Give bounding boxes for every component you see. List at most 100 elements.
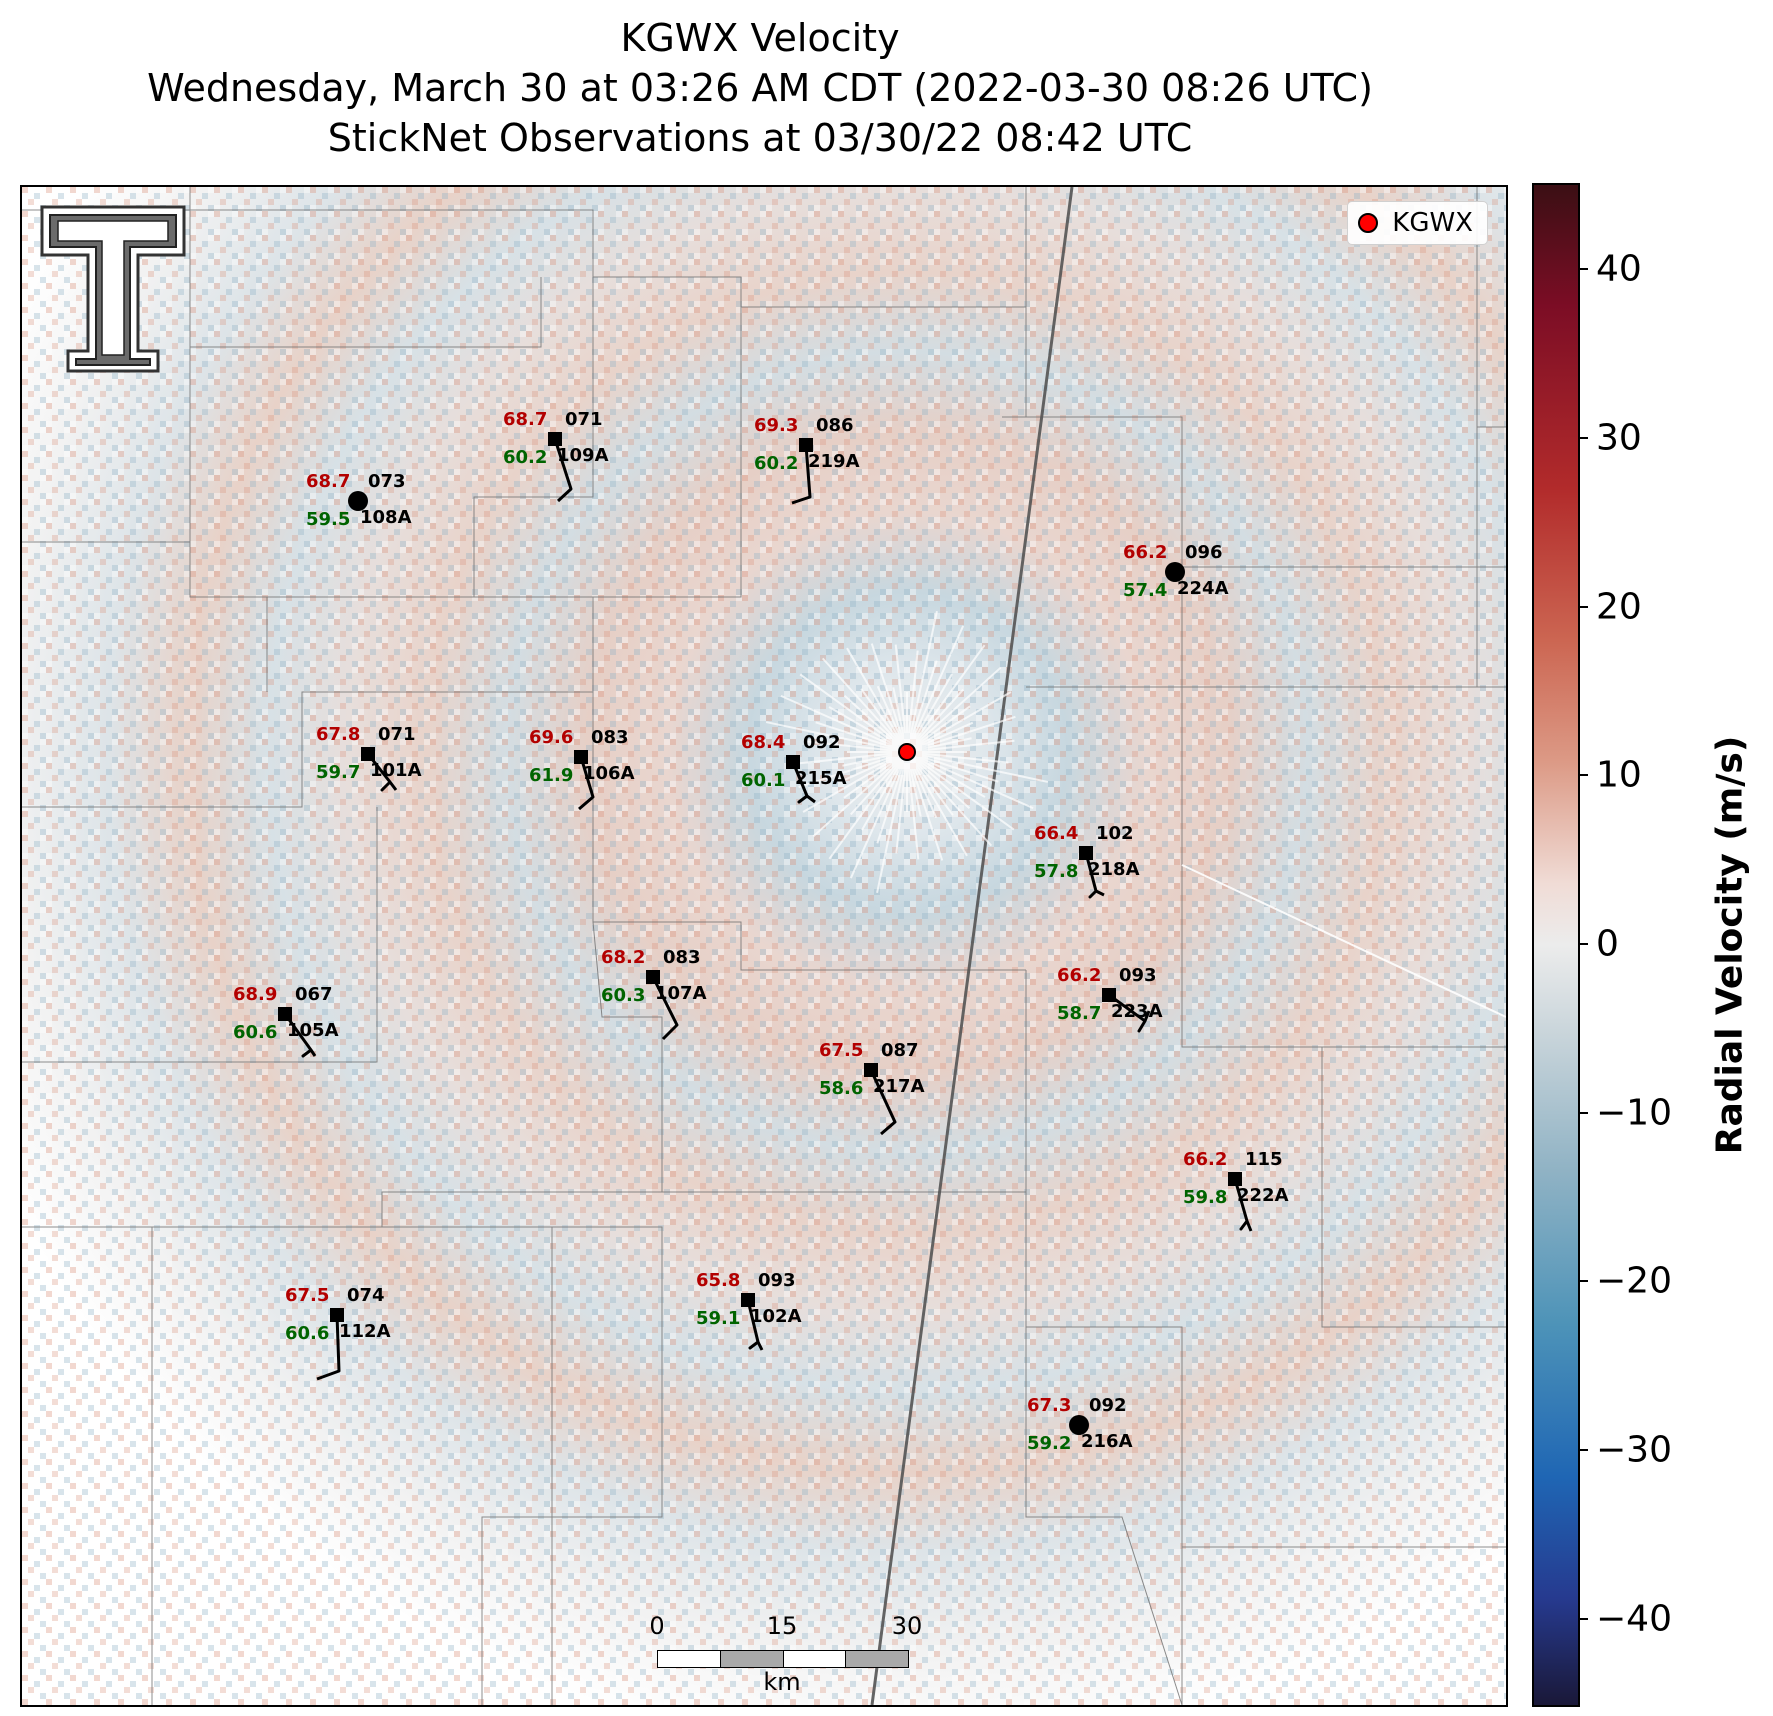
station-102a[interactable]: 65.8 093 59.1 102A xyxy=(696,1270,802,1351)
station-marker xyxy=(1228,1172,1242,1186)
station-id: 215A xyxy=(795,768,847,789)
station-219a[interactable]: 69.3 086 60.2 219A xyxy=(754,415,860,505)
wind-barb xyxy=(283,1013,317,1058)
station-id: 216A xyxy=(1081,1431,1133,1452)
station-wind-direction: 083 xyxy=(663,947,701,968)
colorbar-tick-mark xyxy=(1578,268,1588,271)
station-marker xyxy=(330,1308,344,1322)
station-wind-direction: 093 xyxy=(1119,965,1157,986)
station-temperature: 66.2 xyxy=(1057,965,1101,986)
station-dewpoint: 60.6 xyxy=(233,1022,277,1043)
velocity-colorbar xyxy=(1532,183,1580,1707)
station-temperature: 69.3 xyxy=(754,415,798,436)
radar-site-marker[interactable] xyxy=(898,743,916,761)
title-line-2: Wednesday, March 30 at 03:26 AM CDT (202… xyxy=(147,66,1373,110)
station-dewpoint: 59.7 xyxy=(316,762,360,783)
wind-barb xyxy=(746,1299,764,1351)
station-id: 106A xyxy=(583,763,635,784)
station-215a[interactable]: 68.4 092 60.1 215A xyxy=(741,732,847,804)
radar-map[interactable]: 68.7 073 59.5 108A 68.7 071 60.2 109A 69.3 086 60.… xyxy=(20,185,1508,1707)
wind-barb xyxy=(651,976,679,1041)
station-wind-direction: 092 xyxy=(803,732,841,753)
station-101a[interactable]: 67.8 071 59.7 101A xyxy=(316,724,422,792)
station-dewpoint: 60.2 xyxy=(503,447,547,468)
colorbar-tick-label: 30 xyxy=(1596,417,1642,459)
title-line-3: StickNet Observations at 03/30/22 08:42 … xyxy=(327,116,1193,160)
station-temperature: 67.3 xyxy=(1027,1395,1071,1416)
station-216a[interactable]: 67.3 092 59.2 216A xyxy=(1027,1395,1133,1454)
station-id: 222A xyxy=(1237,1185,1289,1206)
station-wind-direction: 093 xyxy=(758,1270,796,1291)
station-108a[interactable]: 68.7 073 59.5 108A xyxy=(306,471,412,530)
station-id: 109A xyxy=(557,445,609,466)
colorbar-tick-label: 10 xyxy=(1596,754,1642,796)
station-dewpoint: 59.2 xyxy=(1027,1433,1071,1454)
station-106a[interactable]: 69.6 083 61.9 106A xyxy=(529,727,635,811)
station-temperature: 66.4 xyxy=(1034,823,1078,844)
station-wind-direction: 087 xyxy=(881,1040,919,1061)
scale-bar: 0 15 30 km xyxy=(622,1612,922,1696)
station-wind-direction: 092 xyxy=(1089,1395,1127,1416)
colorbar-tick-mark xyxy=(1578,1280,1588,1283)
station-dewpoint: 60.1 xyxy=(741,770,785,791)
scale-tick-0: 0 xyxy=(649,1612,665,1640)
station-marker xyxy=(864,1063,878,1077)
station-wind-direction: 074 xyxy=(347,1285,385,1306)
station-dewpoint: 60.2 xyxy=(754,453,798,474)
station-223a[interactable]: 66.2 093 58.7 223A xyxy=(1057,965,1163,1033)
station-marker xyxy=(1102,988,1116,1002)
wind-barb xyxy=(366,753,398,792)
station-dewpoint: 57.4 xyxy=(1123,580,1167,601)
station-wind-direction: 073 xyxy=(368,471,406,492)
station-wind-direction: 096 xyxy=(1185,542,1223,563)
wind-barb xyxy=(869,1069,897,1136)
station-marker xyxy=(361,747,375,761)
station-112a[interactable]: 67.5 074 60.6 112A xyxy=(285,1285,391,1381)
wind-barb xyxy=(1084,852,1105,899)
station-marker-calm xyxy=(1165,562,1185,582)
station-temperature: 66.2 xyxy=(1123,542,1167,563)
station-marker xyxy=(786,755,800,769)
wind-barb xyxy=(316,1314,341,1381)
station-id: 112A xyxy=(339,1321,391,1342)
station-wind-direction: 086 xyxy=(816,415,854,436)
colorbar-title: Radial Velocity (m/s) xyxy=(1709,735,1751,1155)
station-temperature: 68.9 xyxy=(233,984,277,1005)
station-222a[interactable]: 66.2 115 59.8 222A xyxy=(1183,1149,1289,1232)
station-marker xyxy=(741,1293,755,1307)
station-temperature: 67.5 xyxy=(819,1040,863,1061)
colorbar-tick-label: −40 xyxy=(1596,1598,1672,1640)
station-218a[interactable]: 66.4 102 57.8 218A xyxy=(1034,823,1140,899)
station-224a[interactable]: 66.2 096 57.4 224A xyxy=(1123,542,1229,601)
station-105a[interactable]: 68.9 067 60.6 105A xyxy=(233,984,339,1058)
radar-center-clutter xyxy=(765,610,1049,894)
station-temperature: 68.7 xyxy=(503,409,547,430)
colorbar-tick-label: −30 xyxy=(1596,1429,1672,1471)
colorbar-tick-mark xyxy=(1578,774,1588,777)
station-109a[interactable]: 68.7 071 60.2 109A xyxy=(503,409,609,503)
texas-tech-logo xyxy=(40,205,186,375)
station-temperature: 69.6 xyxy=(529,727,573,748)
station-marker-calm xyxy=(1069,1415,1089,1435)
station-107a[interactable]: 68.2 083 60.3 107A xyxy=(601,947,707,1041)
station-217a[interactable]: 67.5 087 58.6 217A xyxy=(819,1040,925,1136)
station-dewpoint: 57.8 xyxy=(1034,861,1078,882)
station-id: 101A xyxy=(370,760,422,781)
station-marker xyxy=(278,1007,292,1021)
station-wind-direction: 071 xyxy=(565,409,603,430)
station-temperature: 68.7 xyxy=(306,471,350,492)
station-wind-direction: 102 xyxy=(1096,823,1134,844)
station-wind-direction: 071 xyxy=(378,724,416,745)
wind-barb xyxy=(1233,1178,1253,1232)
colorbar-tick-mark xyxy=(1578,605,1588,608)
radar-marker-icon xyxy=(1358,213,1379,233)
wind-barb xyxy=(1108,993,1151,1033)
station-dewpoint: 59.8 xyxy=(1183,1187,1227,1208)
radar-velocity-field: 68.7 073 59.5 108A 68.7 071 60.2 109A 69.3 086 60.… xyxy=(22,187,1506,1705)
station-id: 102A xyxy=(750,1306,802,1327)
colorbar-tick-label: 0 xyxy=(1596,923,1619,965)
colorbar-tick-mark xyxy=(1578,943,1588,945)
station-dewpoint: 60.6 xyxy=(285,1323,329,1344)
county-boundaries xyxy=(22,187,1506,1705)
scale-unit: km xyxy=(763,1668,801,1696)
